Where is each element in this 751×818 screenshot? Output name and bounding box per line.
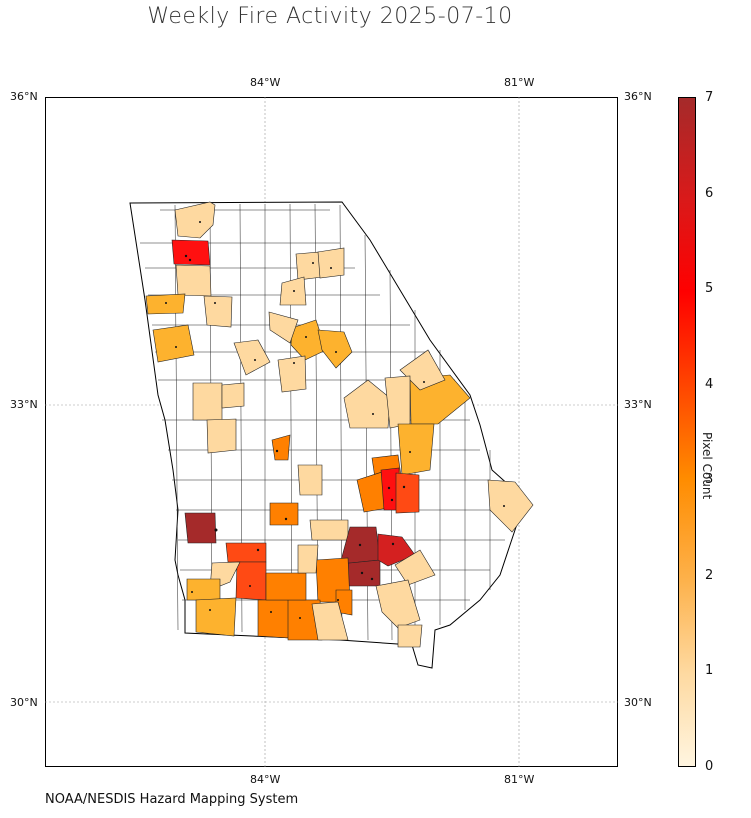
source-credit: NOAA/NESDIS Hazard Mapping System — [45, 792, 299, 807]
lat-tick-left-33n: 33°N — [10, 398, 38, 411]
colorbar-tick-2: 2 — [705, 568, 714, 583]
county-s5 — [394, 549, 436, 586]
county-c10 — [309, 519, 349, 541]
county-c8 — [269, 502, 299, 526]
county-sw1 — [184, 512, 217, 544]
county-c6 — [271, 434, 291, 461]
colorbar-tick-0: 0 — [705, 759, 714, 774]
county-s11 — [397, 624, 423, 648]
gridlines — [45, 97, 618, 767]
map-frame — [45, 97, 618, 767]
colorbar-tick-7: 7 — [705, 90, 714, 105]
county-c9 — [297, 464, 323, 496]
county-nw2 — [175, 264, 212, 297]
county-ne2 — [317, 247, 345, 279]
county-s10 — [311, 601, 349, 641]
county-sw7 — [257, 599, 291, 639]
lon-tick-bottom-84w: 84°W — [250, 773, 281, 786]
county-nw1 — [174, 201, 216, 239]
lon-tick-top-81w: 81°W — [504, 76, 535, 89]
county-w5 — [206, 418, 237, 454]
county-e5 — [397, 423, 435, 476]
map-title: Weekly Fire Activity 2025-07-10 — [147, 4, 513, 29]
county-nw-red — [171, 239, 211, 266]
colorbar — [678, 97, 696, 767]
county-c2 — [317, 329, 353, 369]
lat-tick-right-30n: 30°N — [624, 696, 652, 709]
lat-tick-left-36n: 36°N — [10, 90, 38, 103]
county-c1 — [290, 319, 327, 361]
county-sw2 — [225, 542, 267, 563]
county-sw5 — [186, 578, 221, 601]
colorbar-tick-1: 1 — [705, 663, 714, 678]
county-e2 — [399, 349, 446, 391]
county-c4 — [233, 339, 271, 376]
colorbar-label: Pixel Count — [700, 432, 714, 500]
county-s6 — [375, 579, 421, 629]
lon-tick-bottom-81w: 81°W — [504, 773, 535, 786]
county-e9 — [395, 472, 420, 514]
county-sw6 — [195, 597, 237, 637]
county-w2 — [203, 295, 233, 328]
lat-tick-right-33n: 33°N — [624, 398, 652, 411]
county-s3 — [377, 533, 416, 567]
county-s8 — [297, 544, 319, 574]
lon-tick-top-84w: 84°W — [250, 76, 281, 89]
colorbar-tick-6: 6 — [705, 186, 714, 201]
county-w1 — [145, 293, 186, 315]
county-c7 — [221, 382, 245, 409]
colorbar-tick-3: 3 — [705, 472, 714, 487]
county-c3 — [268, 311, 299, 344]
county-s7 — [265, 572, 307, 601]
colorbar-tick-5: 5 — [705, 281, 714, 296]
colorbar-tick-4: 4 — [705, 377, 714, 392]
county-c5 — [277, 355, 307, 393]
fire-detection-points — [165, 221, 505, 619]
lat-tick-right-36n: 36°N — [624, 90, 652, 103]
county-sw3 — [235, 561, 267, 601]
county-w3 — [152, 324, 195, 363]
lat-tick-left-30n: 30°N — [10, 696, 38, 709]
county-se1 — [487, 479, 534, 533]
county-w4 — [192, 382, 223, 421]
